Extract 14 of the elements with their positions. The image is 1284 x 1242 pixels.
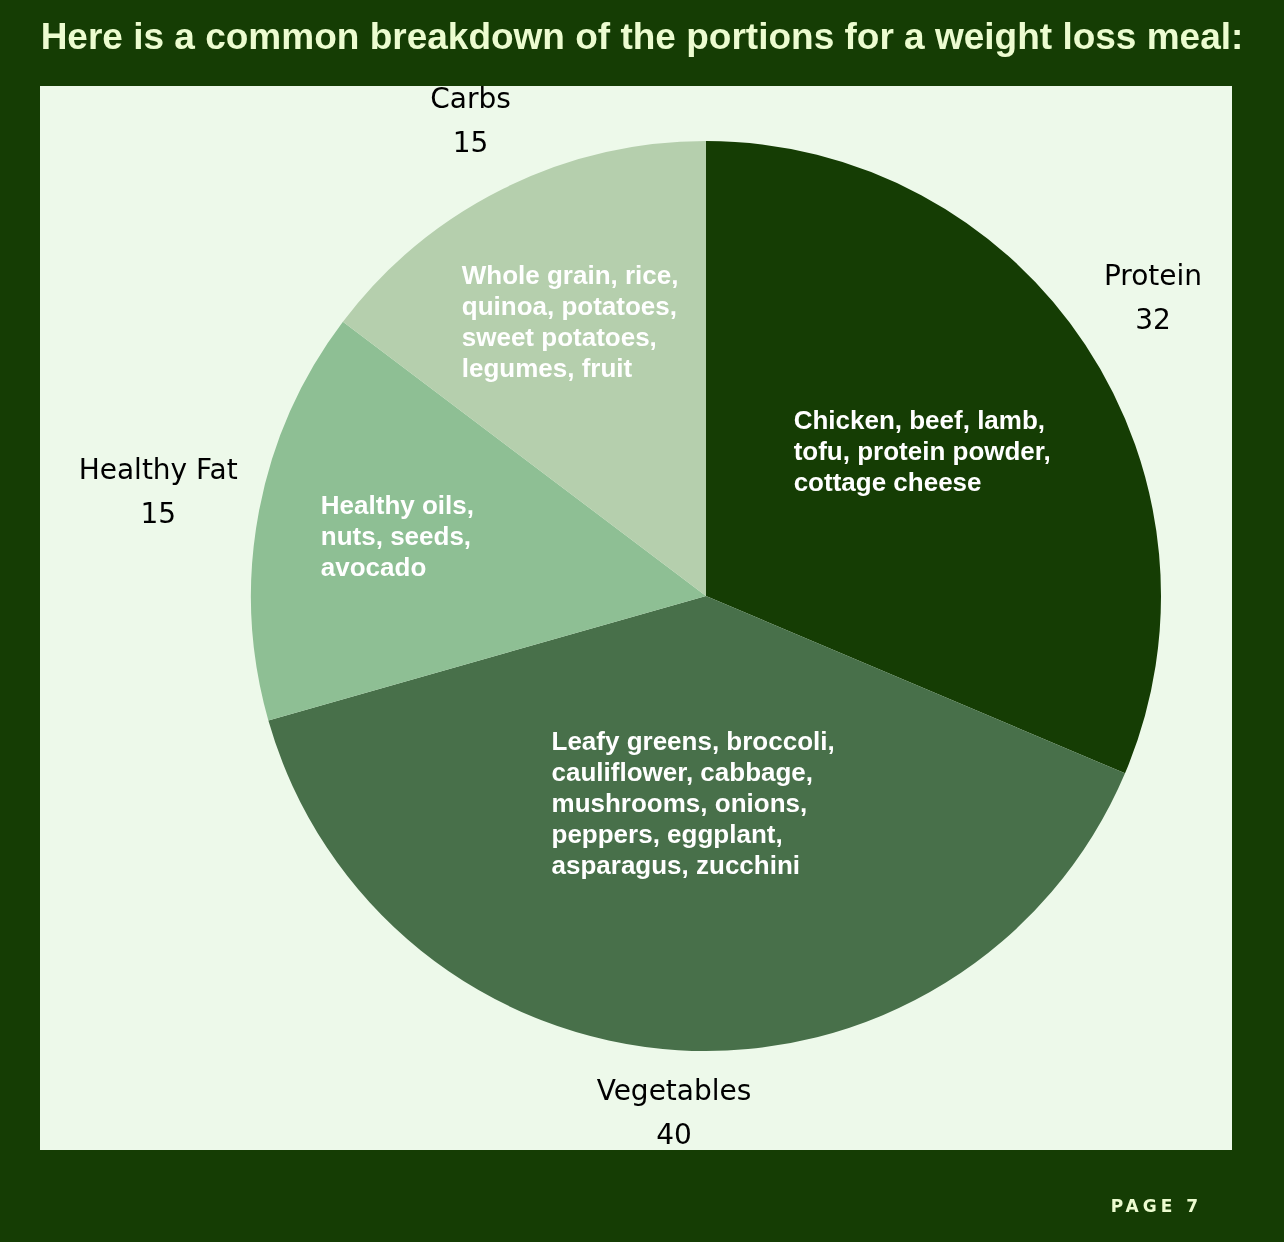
- slice-label: Vegetables: [596, 1073, 752, 1107]
- data-label: 32: [1135, 303, 1171, 337]
- chart-title: Here is a common breakdown of the portions for a weight loss meal:: [39, 15, 1245, 59]
- text: Healthy oils, nuts, seeds, avocado: [320, 490, 474, 583]
- data-label: 15: [140, 496, 177, 530]
- slice-label: Protein: [1103, 259, 1203, 293]
- text: PAGE 7: [1110, 1195, 1202, 1218]
- slice-label: Healthy Fat: [78, 452, 238, 486]
- slice-label: Carbs: [430, 82, 511, 116]
- data-label: 15: [452, 126, 489, 160]
- text: Leafy greens, broccoli, cauliflower, cabbage, mushrooms, onions, peppers, eggplant, asparagus, zucchini: [551, 726, 835, 881]
- text: Chicken, beef, lamb, tofu, protein powder, cottage cheese: [793, 404, 1051, 497]
- data-label: 40: [656, 1117, 692, 1151]
- text: Whole grain, rice, quinoa, potatoes, sweet potatoes, legumes, fruit: [461, 259, 679, 383]
